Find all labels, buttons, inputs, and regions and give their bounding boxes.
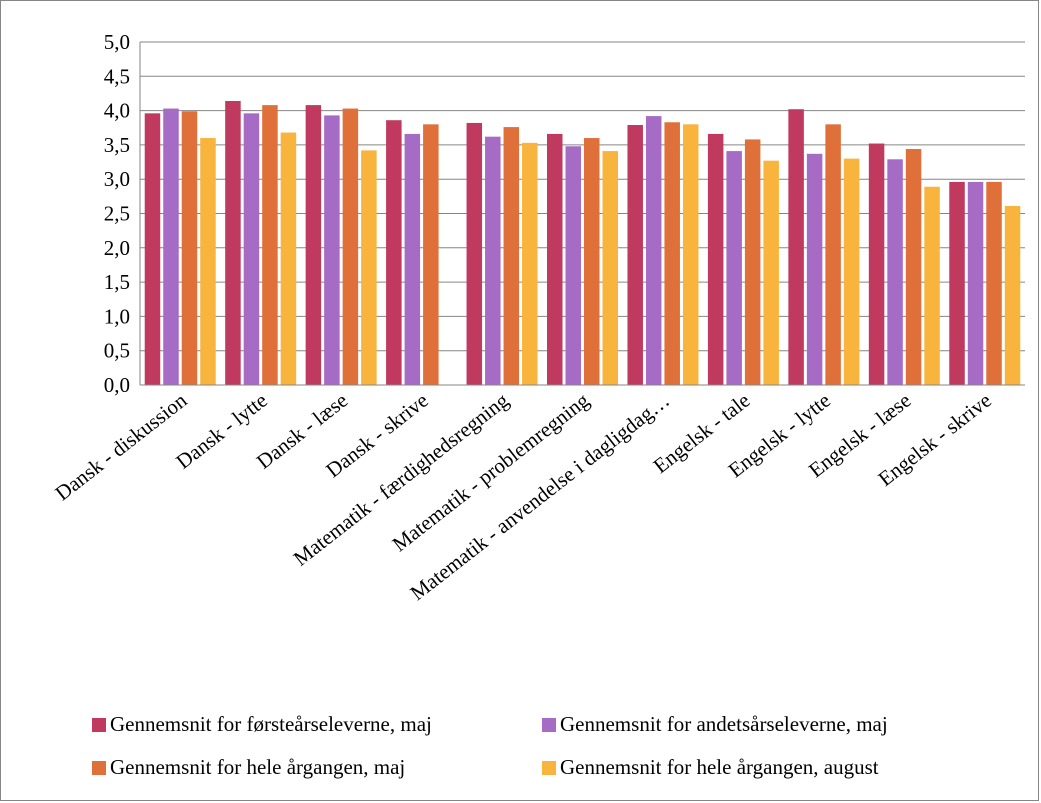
bar <box>262 105 278 385</box>
bar <box>324 115 340 385</box>
legend-item: Gennemsnit for førsteårseleverne, maj <box>92 712 432 737</box>
legend-label: Gennemsnit for hele årgangen, maj <box>110 755 406 779</box>
bar <box>986 181 1002 385</box>
bar <box>522 142 538 385</box>
y-tick-label: 5,0 <box>104 30 130 54</box>
legend-item: Gennemsnit for hele årgangen, maj <box>92 755 405 780</box>
bar <box>404 133 421 385</box>
y-tick-label: 3,5 <box>104 133 130 157</box>
bar <box>305 105 322 385</box>
bar <box>843 158 860 385</box>
bar <box>280 132 297 385</box>
bar <box>342 108 359 386</box>
bar <box>726 151 742 385</box>
legend-swatch <box>542 760 556 775</box>
bar <box>503 127 520 386</box>
legend-swatch <box>92 760 106 775</box>
bar <box>682 124 699 385</box>
bar <box>744 139 761 385</box>
bar <box>967 181 984 385</box>
bar <box>1004 205 1021 385</box>
bar <box>887 159 903 385</box>
legend-item: Gennemsnit for hele årgangen, august <box>542 755 879 780</box>
y-tick-label: 0,5 <box>104 339 130 363</box>
bar <box>361 150 377 385</box>
bar <box>200 138 216 385</box>
legend-item: Gennemsnit for andetsårseleverne, maj <box>542 712 888 737</box>
bar <box>788 109 804 385</box>
bar <box>627 125 643 386</box>
bar <box>645 116 662 385</box>
bar <box>707 133 724 385</box>
bar <box>243 113 260 386</box>
bar <box>225 100 241 385</box>
bar <box>602 151 618 385</box>
bar <box>584 138 600 385</box>
bar <box>825 124 841 385</box>
legend-swatch <box>92 717 106 732</box>
legend-label: Gennemsnit for hele årgangen, august <box>560 755 879 779</box>
bar <box>466 122 483 385</box>
bar <box>664 122 680 386</box>
x-category-label: Dansk - diskussion <box>51 388 192 506</box>
y-tick-label: 2,5 <box>104 202 130 226</box>
y-tick-label: 3,0 <box>104 167 130 191</box>
bars <box>144 100 1021 386</box>
bar <box>806 153 823 385</box>
y-tick-label: 4,0 <box>104 99 130 123</box>
bar <box>163 108 179 386</box>
bar <box>144 113 161 386</box>
bar <box>485 136 501 385</box>
bar <box>949 181 965 385</box>
bar <box>763 160 779 385</box>
bar <box>181 111 198 385</box>
legend-label: Gennemsnit for andetsårseleverne, maj <box>560 712 888 736</box>
bar <box>386 120 402 385</box>
bar <box>565 146 581 385</box>
bar <box>868 143 885 385</box>
y-tick-label: 1,0 <box>104 304 130 328</box>
y-tick-label: 1,5 <box>104 270 130 294</box>
y-axis-tick-labels: 0,0 0,5 1,0 1,5 2,0 2,5 3,0 3,5 4,0 4,5 5,0 <box>104 30 130 397</box>
legend-label: Gennemsnit for førsteårseleverne, maj <box>110 712 432 736</box>
bar <box>924 186 940 385</box>
y-tick-label: 0,0 <box>104 373 130 397</box>
y-tick-label: 4,5 <box>104 64 130 88</box>
legend-swatch <box>542 717 556 732</box>
bar <box>547 133 563 385</box>
bar <box>423 124 439 385</box>
bar <box>905 149 922 385</box>
y-tick-label: 2,0 <box>104 236 130 260</box>
